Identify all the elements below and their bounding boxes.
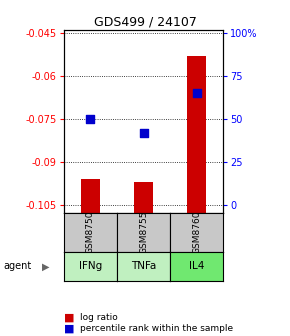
Text: GSM8755: GSM8755 xyxy=(139,211,148,254)
Text: GSM8760: GSM8760 xyxy=(192,211,201,254)
Text: log ratio: log ratio xyxy=(80,313,117,322)
Bar xyxy=(134,182,153,213)
Text: agent: agent xyxy=(3,261,31,271)
Text: TNFa: TNFa xyxy=(131,261,156,271)
Text: GSM8750: GSM8750 xyxy=(86,211,95,254)
Text: GDS499 / 24107: GDS499 / 24107 xyxy=(94,15,196,28)
Point xyxy=(141,130,146,135)
Text: IFNg: IFNg xyxy=(79,261,102,271)
Text: percentile rank within the sample: percentile rank within the sample xyxy=(80,324,233,333)
Text: IL4: IL4 xyxy=(189,261,204,271)
Point xyxy=(88,116,93,122)
Bar xyxy=(81,179,100,213)
Text: ▶: ▶ xyxy=(42,261,50,271)
Point xyxy=(194,90,199,96)
Text: ■: ■ xyxy=(64,312,74,323)
Bar xyxy=(187,56,206,213)
Text: ■: ■ xyxy=(64,324,74,334)
